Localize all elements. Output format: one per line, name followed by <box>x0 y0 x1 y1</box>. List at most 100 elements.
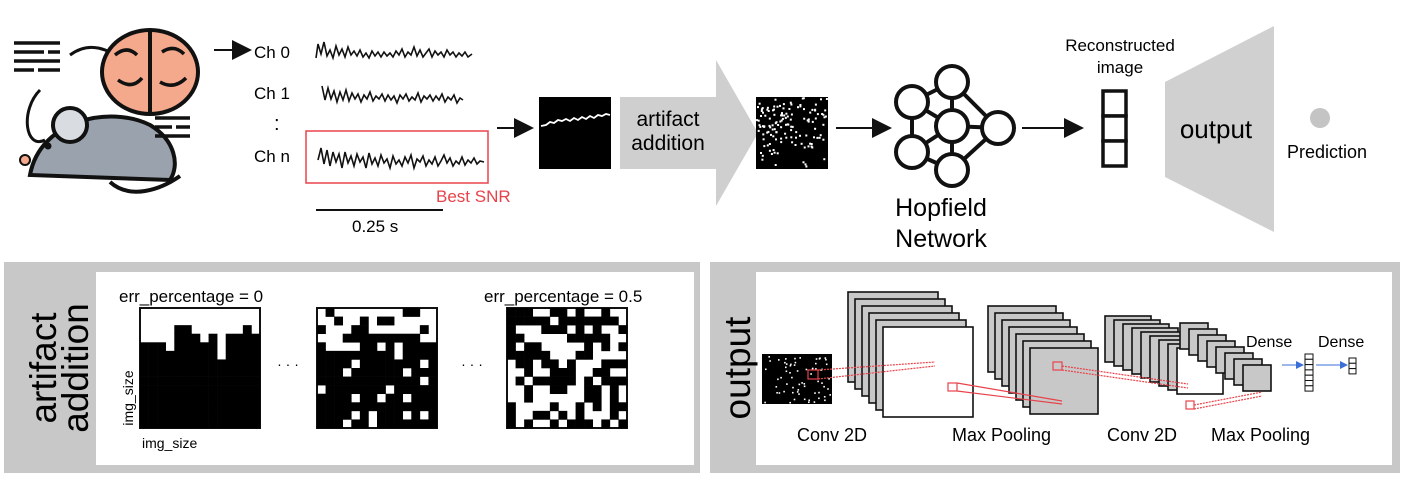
grid-cell <box>377 410 386 420</box>
grid-cell <box>182 350 192 360</box>
noise-pixel <box>778 392 781 394</box>
grid-cell <box>334 393 344 403</box>
noise-pixel <box>821 382 823 384</box>
noise-pixel <box>810 373 812 375</box>
noise-pixel <box>827 388 829 390</box>
grid-cell <box>174 385 184 395</box>
artifact-panel-title-1: artifact <box>23 312 64 424</box>
noise-pixel <box>792 391 794 394</box>
dense-2-units <box>1348 357 1357 375</box>
noise-pixel <box>758 102 761 105</box>
grid-cell <box>200 410 209 420</box>
noise-pixel <box>790 136 793 139</box>
noise-pixel <box>803 146 806 149</box>
grid-cell <box>208 402 218 412</box>
grid-cell <box>507 350 516 360</box>
grid-cell <box>242 368 252 377</box>
channel-label-n: Ch n <box>254 147 290 166</box>
data-lines-icon-right <box>155 116 190 138</box>
grid-cell <box>601 376 611 386</box>
grid-cell <box>368 376 378 386</box>
grid-cell <box>182 342 192 352</box>
grid-cell <box>402 350 412 360</box>
grid-cell <box>325 368 335 377</box>
data-lines-icon <box>14 41 60 72</box>
grid-cell <box>242 393 252 403</box>
grid-cell <box>507 325 516 335</box>
grid-cell <box>411 385 421 395</box>
noise-pixel <box>785 366 787 369</box>
noise-pixel <box>796 370 799 372</box>
grid-cell <box>234 342 244 352</box>
err-percentage-zero-label: err_percentage = 0 <box>119 287 263 306</box>
grid-cell <box>325 410 335 420</box>
grid-cell <box>325 419 335 429</box>
grid-cell <box>140 350 149 360</box>
noise-pixel <box>807 120 810 123</box>
grid-cell <box>191 419 201 429</box>
grid-cell <box>419 393 429 403</box>
grid-cell <box>541 325 551 335</box>
grid-cell <box>402 359 412 369</box>
grid-cell <box>351 350 361 360</box>
noise-pixel <box>778 359 780 361</box>
grid-cell <box>567 376 576 386</box>
reconstructed-label-2: image <box>1097 58 1143 77</box>
grid-cell <box>251 359 261 369</box>
grid-cell <box>567 359 576 369</box>
noise-pixel <box>763 125 766 128</box>
grid-cell <box>524 385 534 395</box>
grid-cell <box>334 385 344 395</box>
grid-cell <box>174 393 184 403</box>
grid-cell <box>402 376 412 386</box>
reconstructed-image-icon <box>1101 89 1128 168</box>
output-trapezoid <box>1165 26 1274 232</box>
grid-cell <box>419 419 429 429</box>
grid-cell <box>182 376 192 386</box>
noise-pixel <box>801 382 803 384</box>
dense-unit <box>1304 364 1314 371</box>
grid-cell <box>148 350 158 360</box>
noise-pixel <box>814 103 817 106</box>
dense-unit <box>1348 368 1357 375</box>
channel-label-0: Ch 0 <box>254 43 290 62</box>
grid-cell <box>174 325 184 335</box>
grid-cell <box>584 350 594 360</box>
grid-cell <box>419 325 429 335</box>
grid-cell <box>584 419 594 429</box>
grid-cell <box>368 342 378 352</box>
grid-cell <box>182 419 192 429</box>
noise-pixel <box>772 135 775 138</box>
grid-cell <box>394 393 404 403</box>
grid-cell <box>157 393 167 403</box>
noise-pixel <box>783 114 786 117</box>
noise-pixel <box>758 124 761 127</box>
grid-cell <box>342 402 352 412</box>
grid-cell <box>609 410 619 420</box>
noise-pixel <box>785 370 788 373</box>
grid-cell <box>359 385 369 395</box>
grid-cell <box>411 333 421 343</box>
grid-cell <box>234 410 244 420</box>
noise-pixel <box>809 111 812 114</box>
noise-pixel <box>789 118 792 121</box>
grid-cell <box>558 325 568 335</box>
grid-cell <box>609 402 619 412</box>
grid-cell <box>592 368 602 377</box>
grid-cell <box>317 419 326 429</box>
dense-1-label: Dense <box>1246 334 1292 351</box>
noise-pixel <box>811 108 814 111</box>
grid-cell <box>334 359 344 369</box>
grid-cell <box>225 359 235 369</box>
grid-cell <box>242 385 252 395</box>
grid-cell <box>208 368 218 377</box>
grid-cell <box>428 385 438 395</box>
noise-pixel <box>776 152 779 155</box>
noise-pixel <box>824 115 827 118</box>
grid-cell <box>251 393 261 403</box>
grid-cell <box>575 308 585 317</box>
noise-pixel <box>803 383 806 385</box>
artifact-panel-title-2: addition <box>55 303 96 433</box>
grid-cell <box>148 376 158 386</box>
grid-cell <box>208 410 218 420</box>
